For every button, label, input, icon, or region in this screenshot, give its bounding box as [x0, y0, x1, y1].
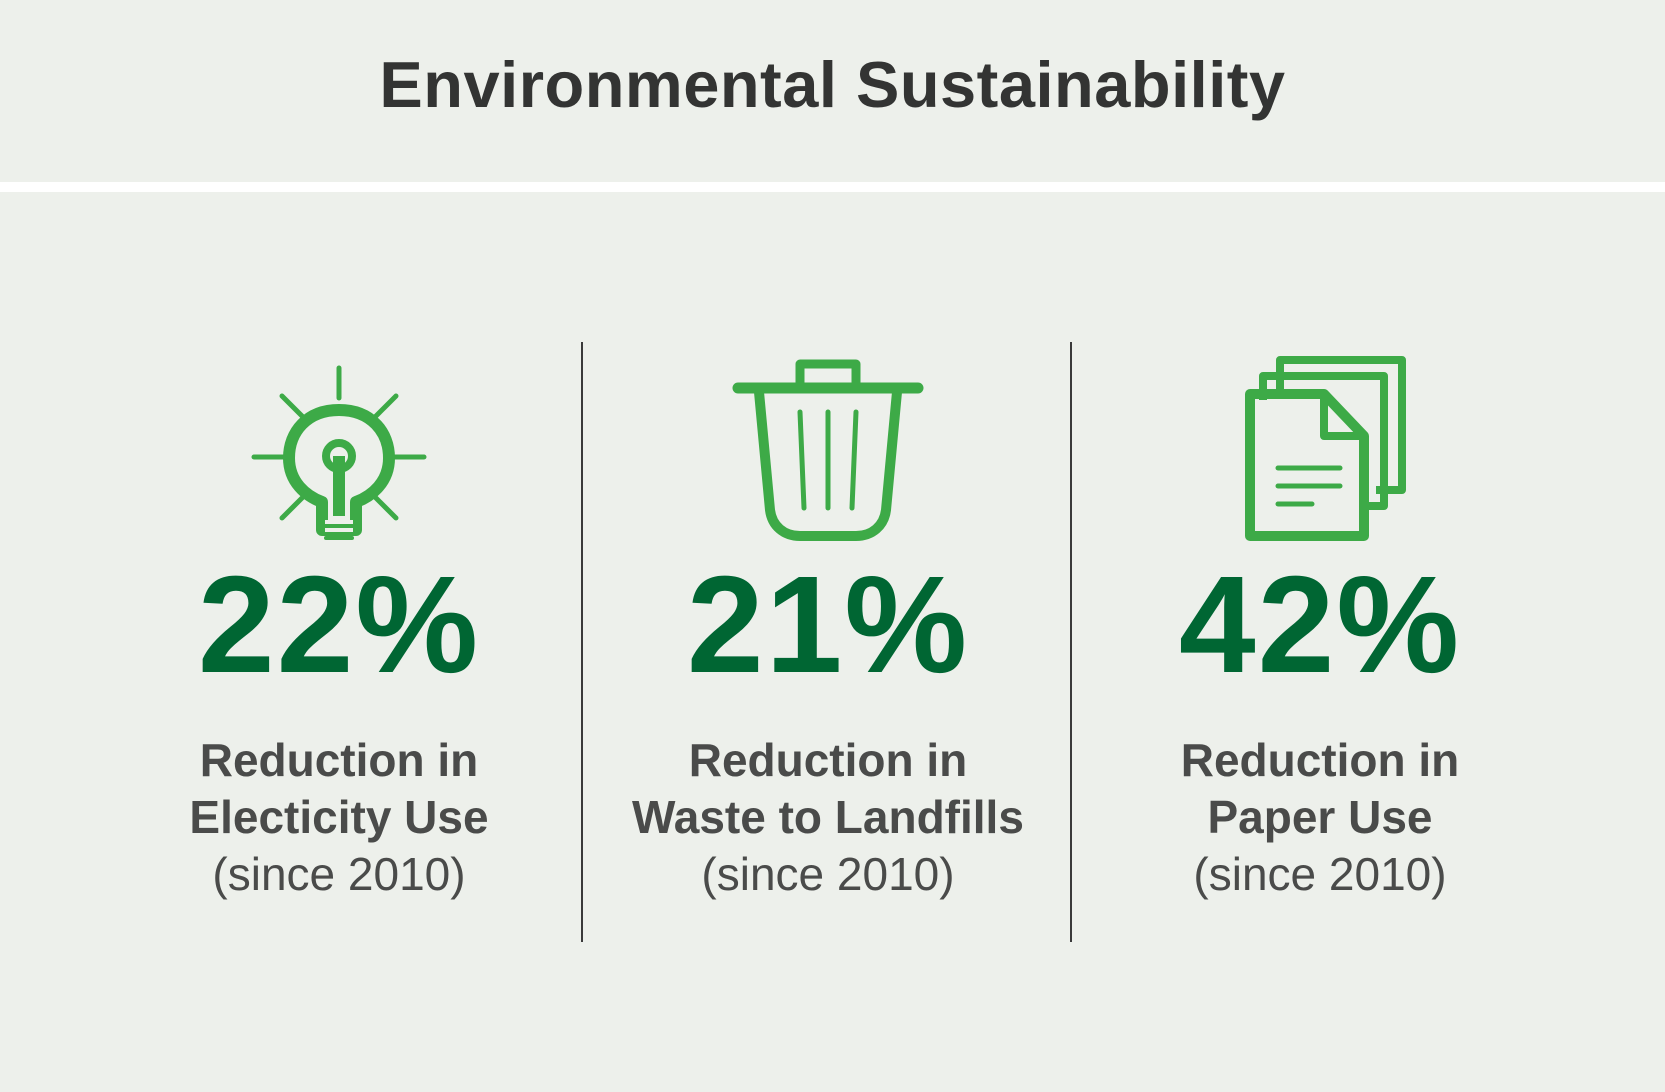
stat-waste: 21% Reduction in Waste to Landfills (sin… [583, 350, 1073, 903]
stat-label-line-2: Electicity Use [189, 791, 489, 843]
stat-label-line-2: Waste to Landfills [632, 791, 1024, 843]
stat-value: 42% [1178, 548, 1462, 702]
documents-icon [1245, 356, 1406, 541]
stat-label-line-1: Reduction in [1180, 734, 1460, 786]
stat-label: Reduction in Paper Use [1075, 732, 1565, 846]
stat-electricity: 22% Reduction in Electicity Use (since 2… [94, 350, 584, 903]
stat-label: Reduction in Waste to Landfills [583, 732, 1073, 846]
stat-note: (since 2010) [701, 848, 955, 900]
header: Environmental Sustainability [0, 0, 1665, 182]
stat-note: (since 2010) [212, 848, 466, 900]
stat-label: Reduction in Electicity Use [94, 732, 584, 846]
stat-paper: 42% Reduction in Paper Use (since 2010) [1075, 350, 1565, 903]
stat-value: 21% [686, 548, 970, 702]
stat-label-line-1: Reduction in [199, 734, 479, 786]
header-divider [0, 182, 1665, 192]
stat-label-line-2: Paper Use [1207, 791, 1433, 843]
page-title: Environmental Sustainability [379, 47, 1286, 121]
stat-label-line-1: Reduction in [688, 734, 968, 786]
trash-can-icon [732, 359, 924, 541]
stat-note: (since 2010) [1193, 848, 1447, 900]
stat-value: 22% [197, 548, 481, 702]
lightbulb-icon [251, 365, 427, 540]
column-divider [581, 342, 583, 942]
column-divider [1070, 342, 1072, 942]
